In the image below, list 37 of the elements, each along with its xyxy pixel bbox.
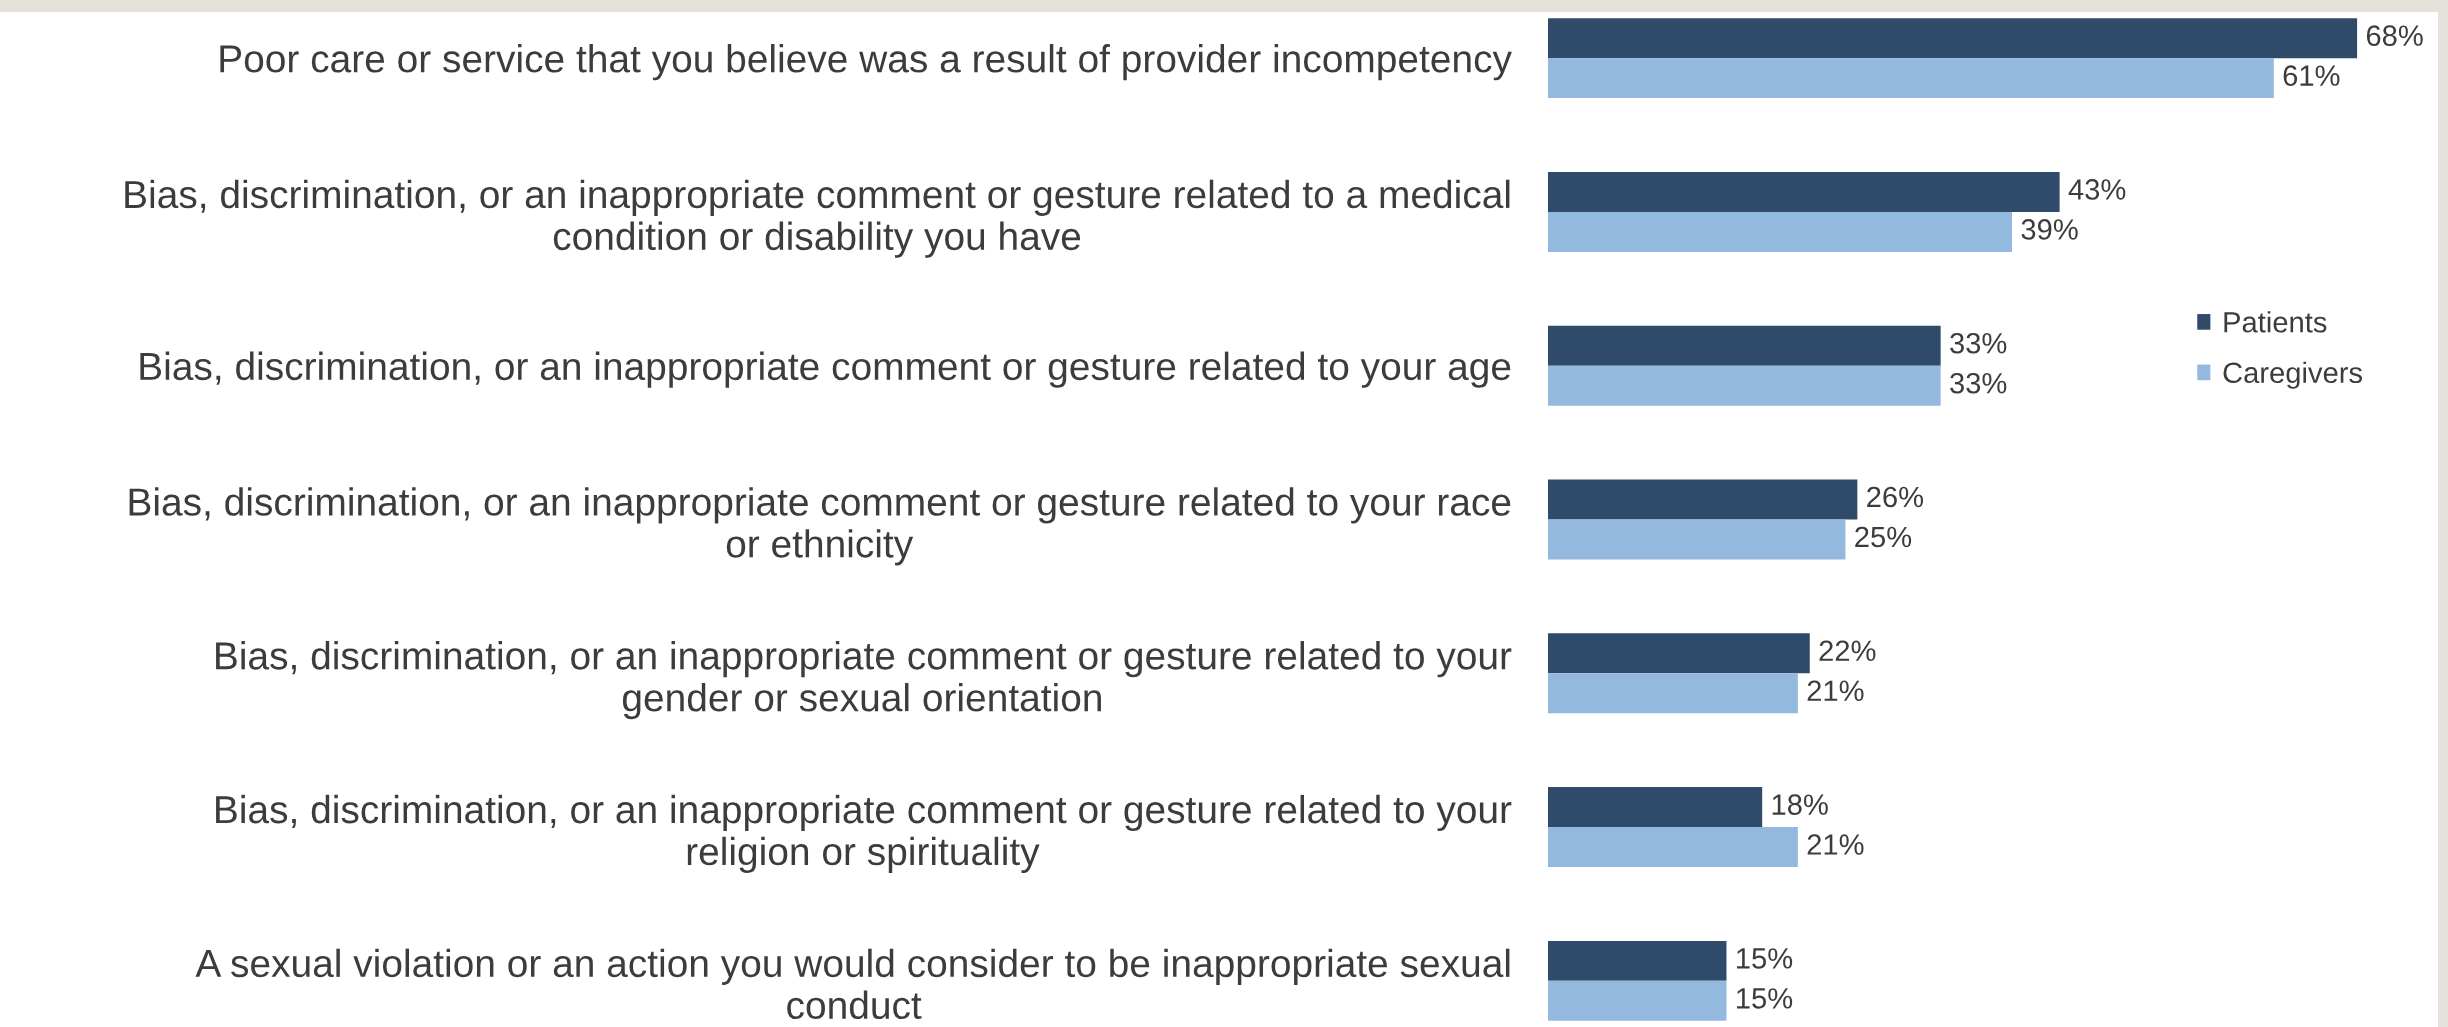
bar [1548, 171, 2060, 212]
data-label: 22% [1819, 640, 1876, 662]
y-tick-label: Bias, discrimination, or an inappropriate comment or gesture related to your age [140, 351, 1511, 388]
data-label: 33% [1950, 332, 2007, 354]
bar [1548, 940, 1727, 981]
y-tick-label: Bias, discrimination, or an inappropriate comment or gesture related to your race or ethnicity [129, 487, 1511, 566]
data-label: 68% [2366, 25, 2423, 46]
data-label: 18% [1772, 794, 1828, 815]
data-label: 33% [1950, 372, 2007, 394]
data-label: 15% [1737, 948, 1793, 969]
bar [1548, 211, 2013, 252]
bar [1548, 18, 2358, 59]
data-label: 21% [1807, 834, 1864, 855]
bar [1548, 827, 1798, 868]
bar [1548, 519, 1846, 560]
data-label: 61% [2283, 65, 2340, 86]
data-label: 43% [2068, 179, 2126, 200]
data-label: 25% [1855, 526, 1912, 548]
bar [1548, 673, 1798, 714]
y-tick-label: A sexual violation or an action you would consider to be inappropriate sexual conduct [195, 948, 1510, 1020]
y-tick-label: Bias, discrimination, or an inappropriate comment or gesture related to a medical condition or disability you have [125, 179, 1510, 258]
legend-label: Caregivers [2223, 361, 2363, 389]
bar [1548, 365, 1941, 406]
data-label: 26% [1867, 486, 1924, 508]
data-label: 39% [2021, 219, 2078, 240]
y-tick-label: Poor care or service that you believe was a result of provider incompetency [220, 44, 1512, 81]
bar [1548, 980, 1727, 1021]
data-label: 15% [1737, 988, 1793, 1009]
y-tick-label: Bias, discrimination, or an inappropriate comment or gesture related to your gender or sexual orientation [216, 641, 1512, 720]
legend-label: Patients [2224, 311, 2327, 333]
bar [1548, 58, 2274, 99]
y-tick-label: Bias, discrimination, or an inappropriate comment or gesture related to your religion or spirituality [216, 794, 1512, 873]
bar [1548, 633, 1810, 674]
bar [1548, 787, 1763, 828]
data-label: 21% [1807, 680, 1864, 701]
bar [1548, 479, 1858, 520]
bar [1548, 325, 1941, 366]
